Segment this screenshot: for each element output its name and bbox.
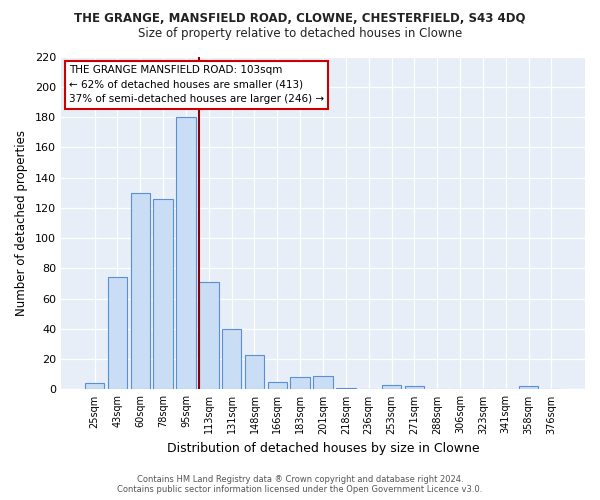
- Bar: [85, 384, 104, 390]
- Bar: [313, 376, 333, 390]
- Bar: [290, 378, 310, 390]
- Text: THE GRANGE, MANSFIELD ROAD, CLOWNE, CHESTERFIELD, S43 4DQ: THE GRANGE, MANSFIELD ROAD, CLOWNE, CHES…: [74, 12, 526, 26]
- Bar: [222, 329, 241, 390]
- Bar: [154, 199, 173, 390]
- Text: Size of property relative to detached houses in Clowne: Size of property relative to detached ho…: [138, 28, 462, 40]
- Bar: [519, 386, 538, 390]
- Bar: [404, 386, 424, 390]
- Bar: [131, 192, 150, 390]
- Bar: [336, 388, 356, 390]
- Bar: [245, 354, 264, 390]
- Bar: [382, 385, 401, 390]
- Y-axis label: Number of detached properties: Number of detached properties: [15, 130, 28, 316]
- Text: Contains HM Land Registry data ® Crown copyright and database right 2024.
Contai: Contains HM Land Registry data ® Crown c…: [118, 474, 482, 494]
- X-axis label: Distribution of detached houses by size in Clowne: Distribution of detached houses by size …: [167, 442, 479, 455]
- Bar: [108, 278, 127, 390]
- Bar: [199, 282, 218, 390]
- Text: THE GRANGE MANSFIELD ROAD: 103sqm
← 62% of detached houses are smaller (413)
37%: THE GRANGE MANSFIELD ROAD: 103sqm ← 62% …: [69, 65, 324, 104]
- Bar: [176, 117, 196, 390]
- Bar: [268, 382, 287, 390]
